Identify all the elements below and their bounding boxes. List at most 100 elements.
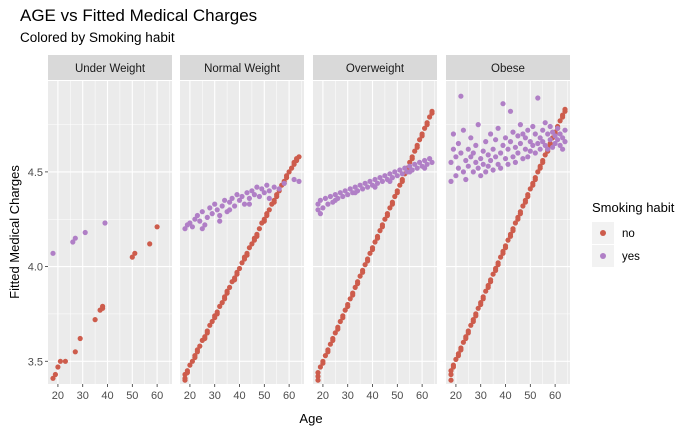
point-yes bbox=[560, 135, 566, 141]
x-tick-label: 30 bbox=[475, 390, 487, 402]
point-yes bbox=[362, 180, 368, 186]
point-no bbox=[485, 284, 491, 290]
y-tick-label: 4.5 bbox=[28, 167, 43, 179]
point-yes bbox=[522, 135, 529, 141]
point-yes bbox=[422, 165, 428, 171]
point-no bbox=[322, 353, 328, 359]
point-yes bbox=[465, 146, 471, 152]
point-no bbox=[384, 212, 390, 219]
point-no bbox=[52, 371, 59, 378]
point-no bbox=[327, 341, 333, 347]
facet-strip bbox=[313, 55, 437, 80]
point-no bbox=[194, 349, 200, 355]
facet-strip-label: Under Weight bbox=[75, 63, 146, 75]
point-yes bbox=[510, 129, 516, 135]
point-yes bbox=[495, 125, 501, 131]
point-yes bbox=[392, 169, 398, 175]
x-tick-label: 40 bbox=[233, 390, 245, 402]
point-no bbox=[389, 201, 395, 207]
point-yes bbox=[217, 212, 223, 219]
point-no bbox=[525, 193, 531, 200]
point-yes bbox=[515, 133, 521, 139]
point-no bbox=[515, 216, 521, 222]
point-no bbox=[182, 375, 188, 381]
point-yes bbox=[473, 142, 479, 148]
point-yes bbox=[325, 201, 331, 207]
point-yes bbox=[532, 150, 538, 156]
point-yes bbox=[271, 184, 277, 190]
point-yes bbox=[545, 146, 551, 152]
point-no bbox=[429, 110, 435, 116]
point-no bbox=[342, 307, 348, 313]
x-tick-label: 60 bbox=[549, 390, 561, 402]
point-no bbox=[493, 267, 499, 273]
point-yes bbox=[320, 205, 326, 211]
point-yes bbox=[412, 161, 418, 167]
point-no bbox=[498, 254, 504, 260]
facet-strip-label: Overweight bbox=[346, 63, 405, 75]
point-yes bbox=[498, 165, 504, 171]
point-no bbox=[271, 199, 277, 205]
point-no bbox=[335, 326, 341, 332]
point-no bbox=[214, 311, 220, 317]
point-no bbox=[360, 269, 366, 275]
point-no bbox=[560, 114, 566, 120]
point-no bbox=[222, 296, 228, 302]
point-no bbox=[72, 349, 78, 355]
point-yes bbox=[490, 146, 496, 152]
x-tick-label: 30 bbox=[77, 390, 89, 402]
point-yes bbox=[547, 123, 553, 130]
point-yes bbox=[468, 154, 474, 160]
point-no bbox=[192, 354, 198, 361]
point-yes bbox=[502, 156, 509, 162]
panel-background bbox=[180, 81, 304, 384]
point-no bbox=[204, 330, 210, 336]
point-no bbox=[480, 296, 486, 302]
point-no bbox=[350, 292, 356, 298]
point-yes bbox=[266, 188, 272, 194]
point-no bbox=[189, 358, 195, 364]
point-no bbox=[291, 159, 297, 165]
x-tick-label: 50 bbox=[126, 390, 138, 402]
point-yes bbox=[530, 142, 536, 148]
point-yes bbox=[377, 175, 383, 181]
point-yes bbox=[347, 186, 353, 192]
point-yes bbox=[189, 224, 195, 230]
point-yes bbox=[465, 163, 471, 169]
point-yes bbox=[537, 135, 543, 141]
point-no bbox=[187, 362, 193, 368]
point-yes bbox=[296, 178, 302, 184]
points-layer bbox=[315, 108, 435, 383]
point-no bbox=[392, 193, 398, 200]
point-yes bbox=[332, 192, 338, 198]
point-yes bbox=[372, 184, 378, 190]
point-yes bbox=[505, 161, 511, 167]
point-yes bbox=[204, 214, 210, 220]
legend-title: Smoking habit bbox=[592, 200, 675, 215]
point-yes bbox=[478, 156, 484, 162]
point-no bbox=[154, 224, 160, 230]
y-axis-title: Fitted Medical Charges bbox=[7, 165, 22, 299]
point-yes bbox=[498, 150, 504, 156]
point-yes bbox=[50, 250, 56, 256]
x-tick-label: 40 bbox=[101, 390, 113, 402]
point-no bbox=[500, 250, 506, 256]
point-yes bbox=[535, 95, 541, 101]
point-yes bbox=[478, 173, 484, 179]
point-no bbox=[535, 169, 541, 175]
point-no bbox=[387, 205, 393, 211]
point-no bbox=[495, 262, 501, 268]
point-yes bbox=[246, 201, 252, 207]
point-yes bbox=[227, 207, 233, 213]
point-no bbox=[505, 237, 511, 243]
point-yes bbox=[264, 182, 270, 188]
points-layer bbox=[448, 93, 568, 383]
point-yes bbox=[332, 197, 338, 203]
legend-key-yes bbox=[600, 253, 606, 259]
facet-strip bbox=[180, 55, 304, 80]
point-yes bbox=[535, 140, 541, 147]
x-tick-label: 60 bbox=[416, 390, 428, 402]
point-yes bbox=[448, 178, 454, 184]
point-no bbox=[455, 353, 461, 359]
